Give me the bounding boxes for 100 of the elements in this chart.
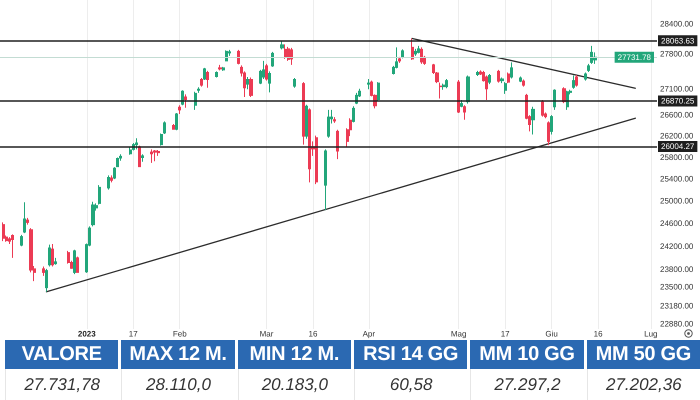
candlestick <box>476 70 479 76</box>
candlestick <box>439 82 442 99</box>
candlestick <box>417 45 420 54</box>
candlestick <box>178 104 181 115</box>
x-tick-label: Mag <box>450 330 466 338</box>
category-label: VALORE <box>5 340 118 369</box>
y-tick-label: 22880.00 <box>660 320 694 329</box>
y-tick-label: 26600.00 <box>660 110 694 120</box>
category-label: MM 10 GG <box>470 340 584 369</box>
candlestick <box>411 38 414 60</box>
candlestick <box>377 82 380 102</box>
x-tick-label: 16 <box>594 330 604 338</box>
candlestick <box>20 234 23 247</box>
candlestick <box>284 44 287 60</box>
candlestick <box>302 82 305 146</box>
candlestick <box>172 123 175 130</box>
candlestick <box>550 114 553 136</box>
candlestick <box>138 146 141 168</box>
candlestick <box>249 77 253 98</box>
candlestick <box>98 184 101 206</box>
ref-line-label: 26004.27 <box>661 142 695 152</box>
candlestick <box>153 149 157 162</box>
candlestick <box>280 40 284 50</box>
candlestick <box>445 78 448 89</box>
text: 60,58 <box>354 369 468 400</box>
candlestick <box>587 63 590 72</box>
candlestick <box>184 94 187 108</box>
candlestick <box>584 72 587 82</box>
candlestick <box>522 79 525 88</box>
y-tick-label: 24600.00 <box>660 219 694 228</box>
y-tick-label: 25400.00 <box>660 174 694 184</box>
candlestick <box>519 76 522 83</box>
category-label: MIN 12 M. <box>238 340 351 369</box>
candlestick <box>327 109 330 138</box>
candlestick <box>333 116 336 124</box>
candlestick <box>135 138 138 150</box>
category-label: MAX 12 M. <box>121 340 235 369</box>
candlestick <box>510 62 513 80</box>
text: 27.731,78 <box>5 369 118 400</box>
ref-line-label: 27731.78 <box>618 52 652 62</box>
candlestick <box>352 106 355 123</box>
y-tick-label: 28400.00 <box>660 20 694 29</box>
candlestick <box>218 64 222 71</box>
candlestick <box>175 112 178 131</box>
candlestick <box>160 132 163 146</box>
candlestick <box>215 70 218 78</box>
candlestick <box>507 72 510 84</box>
candlestick <box>206 70 209 88</box>
candlestick <box>466 74 470 104</box>
candlestick <box>575 74 578 88</box>
candlestick <box>293 78 296 88</box>
y-tick-label: 24200.00 <box>660 242 694 251</box>
candlestick <box>590 45 593 64</box>
candlestick <box>246 76 249 90</box>
y-tick-label: 27800.00 <box>660 49 694 58</box>
x-tick-label: 16 <box>308 330 318 338</box>
text: 20.183,0 <box>238 369 351 400</box>
y-tick-label: 23180.00 <box>660 302 694 311</box>
candlestick <box>463 104 466 120</box>
candlestick <box>42 266 45 276</box>
text: 27.297,2 <box>470 369 584 400</box>
category-label: MM 50 GG <box>586 340 700 369</box>
candlestick <box>305 104 308 140</box>
text: 27.202,36 <box>586 369 700 400</box>
candlestick <box>129 146 132 156</box>
x-tick-label: Feb <box>172 330 188 338</box>
x-tick-label: Apr <box>362 330 376 338</box>
candlestick <box>531 106 535 136</box>
candlestick <box>73 249 76 275</box>
x-tick-label: 2023 <box>78 330 96 338</box>
candlestick <box>460 100 463 108</box>
candlestick <box>23 202 26 234</box>
x-tick-label: Giu <box>545 330 558 338</box>
candlestick <box>2 222 5 242</box>
y-tick-label: 27100.00 <box>660 84 694 94</box>
candlestick <box>163 120 166 134</box>
candlestick <box>116 156 119 168</box>
candlestick <box>11 234 14 258</box>
x-tick-label: Mar <box>260 330 274 338</box>
candlestick <box>271 51 274 68</box>
y-tick-label: 25000.00 <box>660 196 694 206</box>
category-label: RSI 14 GG <box>354 340 468 369</box>
x-tick-label: 17 <box>500 330 510 338</box>
candlestick <box>225 50 228 62</box>
candlestick <box>308 108 311 183</box>
candlestick <box>48 244 51 268</box>
candlestick <box>197 86 200 94</box>
candlestick <box>91 201 95 227</box>
candlestick <box>237 49 240 65</box>
candlestick <box>367 78 370 90</box>
candlestick <box>51 244 54 268</box>
candlestick <box>398 56 401 64</box>
candlestick <box>541 100 544 118</box>
candlestick <box>150 148 153 164</box>
candlestick <box>200 78 203 88</box>
x-tick-label: Lug <box>644 330 658 338</box>
candlestick <box>414 48 417 56</box>
candlestick <box>500 77 504 84</box>
candlestick <box>268 70 271 93</box>
candlestick <box>265 63 268 82</box>
